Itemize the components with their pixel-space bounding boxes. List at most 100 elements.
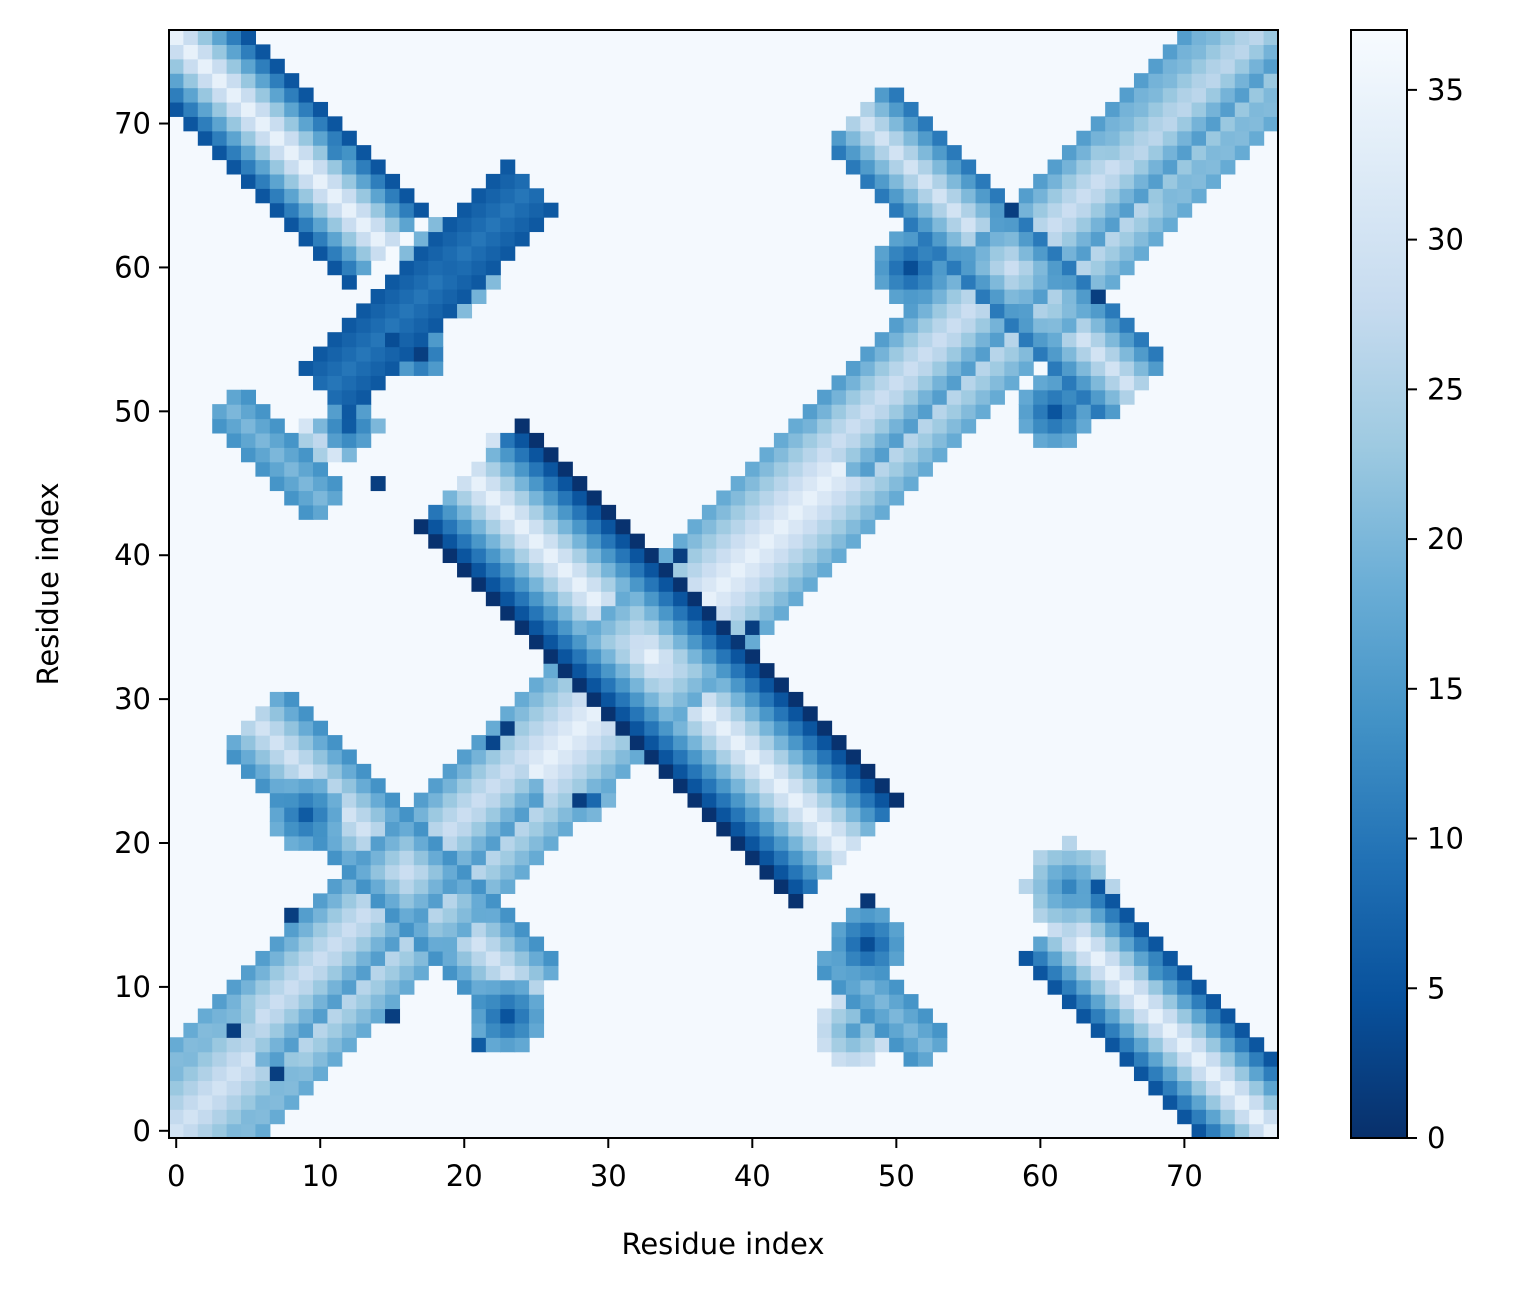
- heatmap-cell: [817, 807, 833, 823]
- heatmap-cell: [1263, 73, 1279, 89]
- heatmap-cell: [1119, 260, 1135, 276]
- heatmap-cell: [730, 778, 746, 794]
- heatmap-cell: [1162, 979, 1178, 995]
- heatmap-cell: [385, 792, 401, 808]
- heatmap-cell: [572, 548, 588, 564]
- heatmap-cell: [1191, 1037, 1207, 1053]
- heatmap-cell: [413, 274, 429, 290]
- heatmap-cell: [269, 145, 285, 161]
- heatmap-cell: [932, 375, 948, 391]
- heatmap-cell: [284, 1037, 300, 1053]
- heatmap-cell: [399, 289, 415, 304]
- heatmap-cell: [356, 763, 372, 779]
- heatmap-cell: [759, 835, 775, 851]
- heatmap-cell: [485, 821, 501, 837]
- heatmap-cell: [946, 389, 962, 405]
- heatmap-cell: [817, 763, 833, 779]
- heatmap-cell: [716, 591, 732, 607]
- heatmap-cell: [471, 850, 487, 866]
- heatmap-cell: [529, 519, 545, 535]
- heatmap-cell: [1177, 202, 1193, 218]
- heatmap-cell: [802, 807, 818, 823]
- heatmap-cell: [269, 202, 285, 218]
- heatmap-cell: [1105, 145, 1121, 161]
- heatmap-cell: [1162, 44, 1178, 60]
- heatmap-cell: [385, 1008, 401, 1024]
- heatmap-cell: [1133, 1022, 1149, 1038]
- heatmap-cell: [327, 1022, 343, 1038]
- heatmap-cell: [860, 994, 876, 1010]
- heatmap-cell: [356, 893, 372, 909]
- heatmap-cell: [860, 936, 876, 952]
- heatmap-cell: [457, 907, 473, 923]
- heatmap-cell: [1004, 202, 1020, 218]
- heatmap-cell: [241, 1109, 257, 1125]
- heatmap-cell: [514, 749, 530, 765]
- heatmap-cell: [889, 490, 905, 506]
- heatmap-cell: [730, 605, 746, 621]
- heatmap-cell: [385, 807, 401, 823]
- heatmap-cell: [975, 375, 991, 391]
- heatmap-cell: [903, 274, 919, 290]
- heatmap-cell: [817, 735, 833, 751]
- heatmap-cell: [1033, 303, 1049, 319]
- heatmap-cell: [759, 476, 775, 492]
- heatmap-cell: [932, 231, 948, 247]
- heatmap-cell: [889, 202, 905, 218]
- heatmap-cell: [1076, 317, 1092, 333]
- heatmap-cell: [485, 519, 501, 535]
- heatmap-cell: [1162, 159, 1178, 175]
- heatmap-cell: [1076, 231, 1092, 247]
- heatmap-cell: [471, 504, 487, 520]
- heatmap-cell: [1162, 994, 1178, 1010]
- heatmap-cell: [802, 490, 818, 506]
- heatmap-cell: [442, 878, 458, 894]
- heatmap-cell: [730, 706, 746, 722]
- heatmap-cell: [226, 101, 242, 117]
- heatmap-cell: [500, 792, 516, 808]
- heatmap-cell: [716, 562, 732, 578]
- heatmap-cell: [413, 965, 429, 981]
- heatmap-cell: [1191, 979, 1207, 995]
- heatmap-cell: [1205, 116, 1221, 132]
- heatmap-cell: [1105, 101, 1121, 117]
- heatmap-cell: [385, 965, 401, 981]
- heatmap-cell: [572, 648, 588, 664]
- heatmap-cell: [284, 130, 300, 146]
- heatmap-cell: [529, 763, 545, 779]
- heatmap-cell: [313, 835, 329, 851]
- heatmap-cell: [313, 1066, 329, 1082]
- heatmap-cell: [1033, 432, 1049, 448]
- heatmap-cell: [413, 519, 429, 535]
- heatmap-cell: [1249, 130, 1265, 146]
- heatmap-cell: [1148, 979, 1164, 995]
- heatmap-cell: [284, 87, 300, 103]
- heatmap-cell: [917, 145, 933, 161]
- heatmap-cell: [298, 835, 314, 851]
- heatmap-cell: [629, 576, 645, 592]
- heatmap-cell: [658, 576, 674, 592]
- heatmap-cell: [514, 735, 530, 751]
- heatmap-cell: [428, 217, 444, 233]
- heatmap-cell: [730, 835, 746, 851]
- heatmap-cell: [241, 1094, 257, 1110]
- heatmap-cell: [932, 188, 948, 204]
- heatmap-cell: [903, 217, 919, 233]
- heatmap-cell: [644, 648, 660, 664]
- heatmap-cell: [1076, 922, 1092, 938]
- heatmap-cell: [903, 303, 919, 319]
- heatmap-cell: [845, 447, 861, 463]
- heatmap-cell: [1205, 30, 1221, 45]
- heatmap-cell: [370, 418, 386, 434]
- heatmap-cell: [356, 145, 372, 161]
- heatmap-cell: [457, 878, 473, 894]
- heatmap-cell: [572, 619, 588, 635]
- heatmap-cell: [1148, 346, 1164, 362]
- heatmap-cell: [845, 145, 861, 161]
- heatmap-cell: [745, 519, 761, 535]
- heatmap-cell: [1133, 73, 1149, 89]
- heatmap-cell: [284, 101, 300, 117]
- heatmap-cell: [212, 404, 228, 420]
- heatmap-cell: [615, 619, 631, 635]
- heatmap-cell: [845, 950, 861, 966]
